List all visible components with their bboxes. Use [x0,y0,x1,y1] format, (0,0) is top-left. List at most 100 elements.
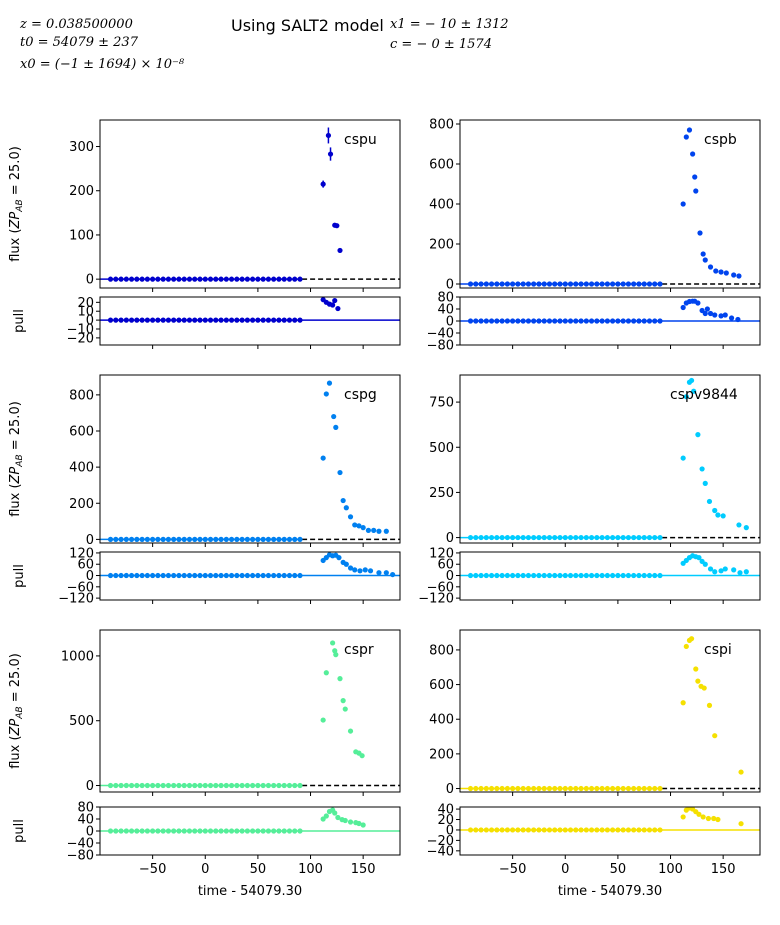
data-point [525,572,532,579]
data-point [718,269,724,275]
data-point [691,388,697,394]
data-point [657,534,663,541]
data-point [333,424,339,430]
data-point [723,270,729,276]
data-point [695,432,701,438]
data-point [276,572,282,579]
data-point [594,785,600,792]
data-point [207,317,214,323]
pull-plot-area [460,553,760,579]
data-point [473,827,479,833]
data-point [712,312,718,318]
data-point [218,782,224,789]
data-point [223,782,229,789]
data-point [134,782,140,789]
y-tick-label: 0 [86,825,94,840]
data-point [690,151,696,157]
data-point [631,785,637,792]
param-x0: x0 = (−1 ± 1694) × 10⁻⁸ [20,57,185,72]
data-point [573,534,579,541]
data-point [250,828,256,834]
data-point [276,536,282,542]
data-point [686,127,693,133]
data-point [536,572,542,579]
data-point [473,785,479,792]
data-point [731,567,737,573]
data-point [331,413,337,420]
data-point [641,827,647,833]
data-point [695,678,701,684]
data-point [244,276,250,282]
data-point [488,572,495,579]
data-point [525,827,532,833]
data-point [731,272,737,278]
data-point [620,534,626,541]
data-point [515,827,521,833]
data-point [150,782,156,789]
data-point [181,536,187,542]
data-point [123,317,129,323]
data-point [123,276,129,282]
data-point [260,276,266,282]
pull-axis-label: pull [12,819,27,843]
data-point [113,536,119,542]
data-point [347,728,354,734]
data-point [573,785,579,792]
data-point [636,534,642,541]
data-point [176,536,182,542]
data-point [552,281,558,287]
data-point [181,317,187,323]
data-point [186,317,193,323]
data-point [113,782,119,789]
data-point [213,828,219,834]
data-point [652,785,658,792]
data-point [223,828,229,834]
data-point [176,828,182,834]
data-point [688,377,695,384]
y-tick-label: 0 [446,531,454,546]
data-point [615,534,621,541]
data-point [202,572,208,579]
data-point [588,785,595,792]
data-point [510,785,516,792]
data-point [271,572,277,579]
data-point [631,318,637,324]
data-point [139,828,145,834]
x-tick-label: 50 [250,862,267,877]
data-point [155,276,161,282]
data-point [197,536,203,542]
data-point [599,785,605,792]
y-tick-label: 200 [69,184,94,199]
data-point [515,785,521,792]
data-point [631,534,637,541]
data-point [118,782,124,789]
data-point [228,572,235,579]
data-point [562,785,568,792]
flux-plot-area [100,640,400,789]
data-point [337,469,343,476]
data-point [250,317,256,323]
data-point [139,317,145,323]
data-point [113,572,119,579]
data-point [636,572,642,579]
data-point [218,276,224,282]
flux-plot-area [100,380,400,542]
y-tick-label: 400 [69,461,94,476]
x-tick-label: −50 [499,862,526,877]
data-point [520,827,526,833]
data-point [467,785,474,792]
data-point [150,572,156,579]
data-point [588,318,595,324]
data-point [376,528,382,534]
data-point [281,828,287,834]
flux-axes-cspu: 0 100 200 300 [69,119,401,292]
y-tick-label: 1000 [61,649,94,664]
data-point [281,782,287,789]
y-tick-label: 200 [429,238,454,253]
data-point [583,318,589,324]
data-point [499,827,505,833]
data-point [171,317,177,323]
data-point [342,706,348,712]
